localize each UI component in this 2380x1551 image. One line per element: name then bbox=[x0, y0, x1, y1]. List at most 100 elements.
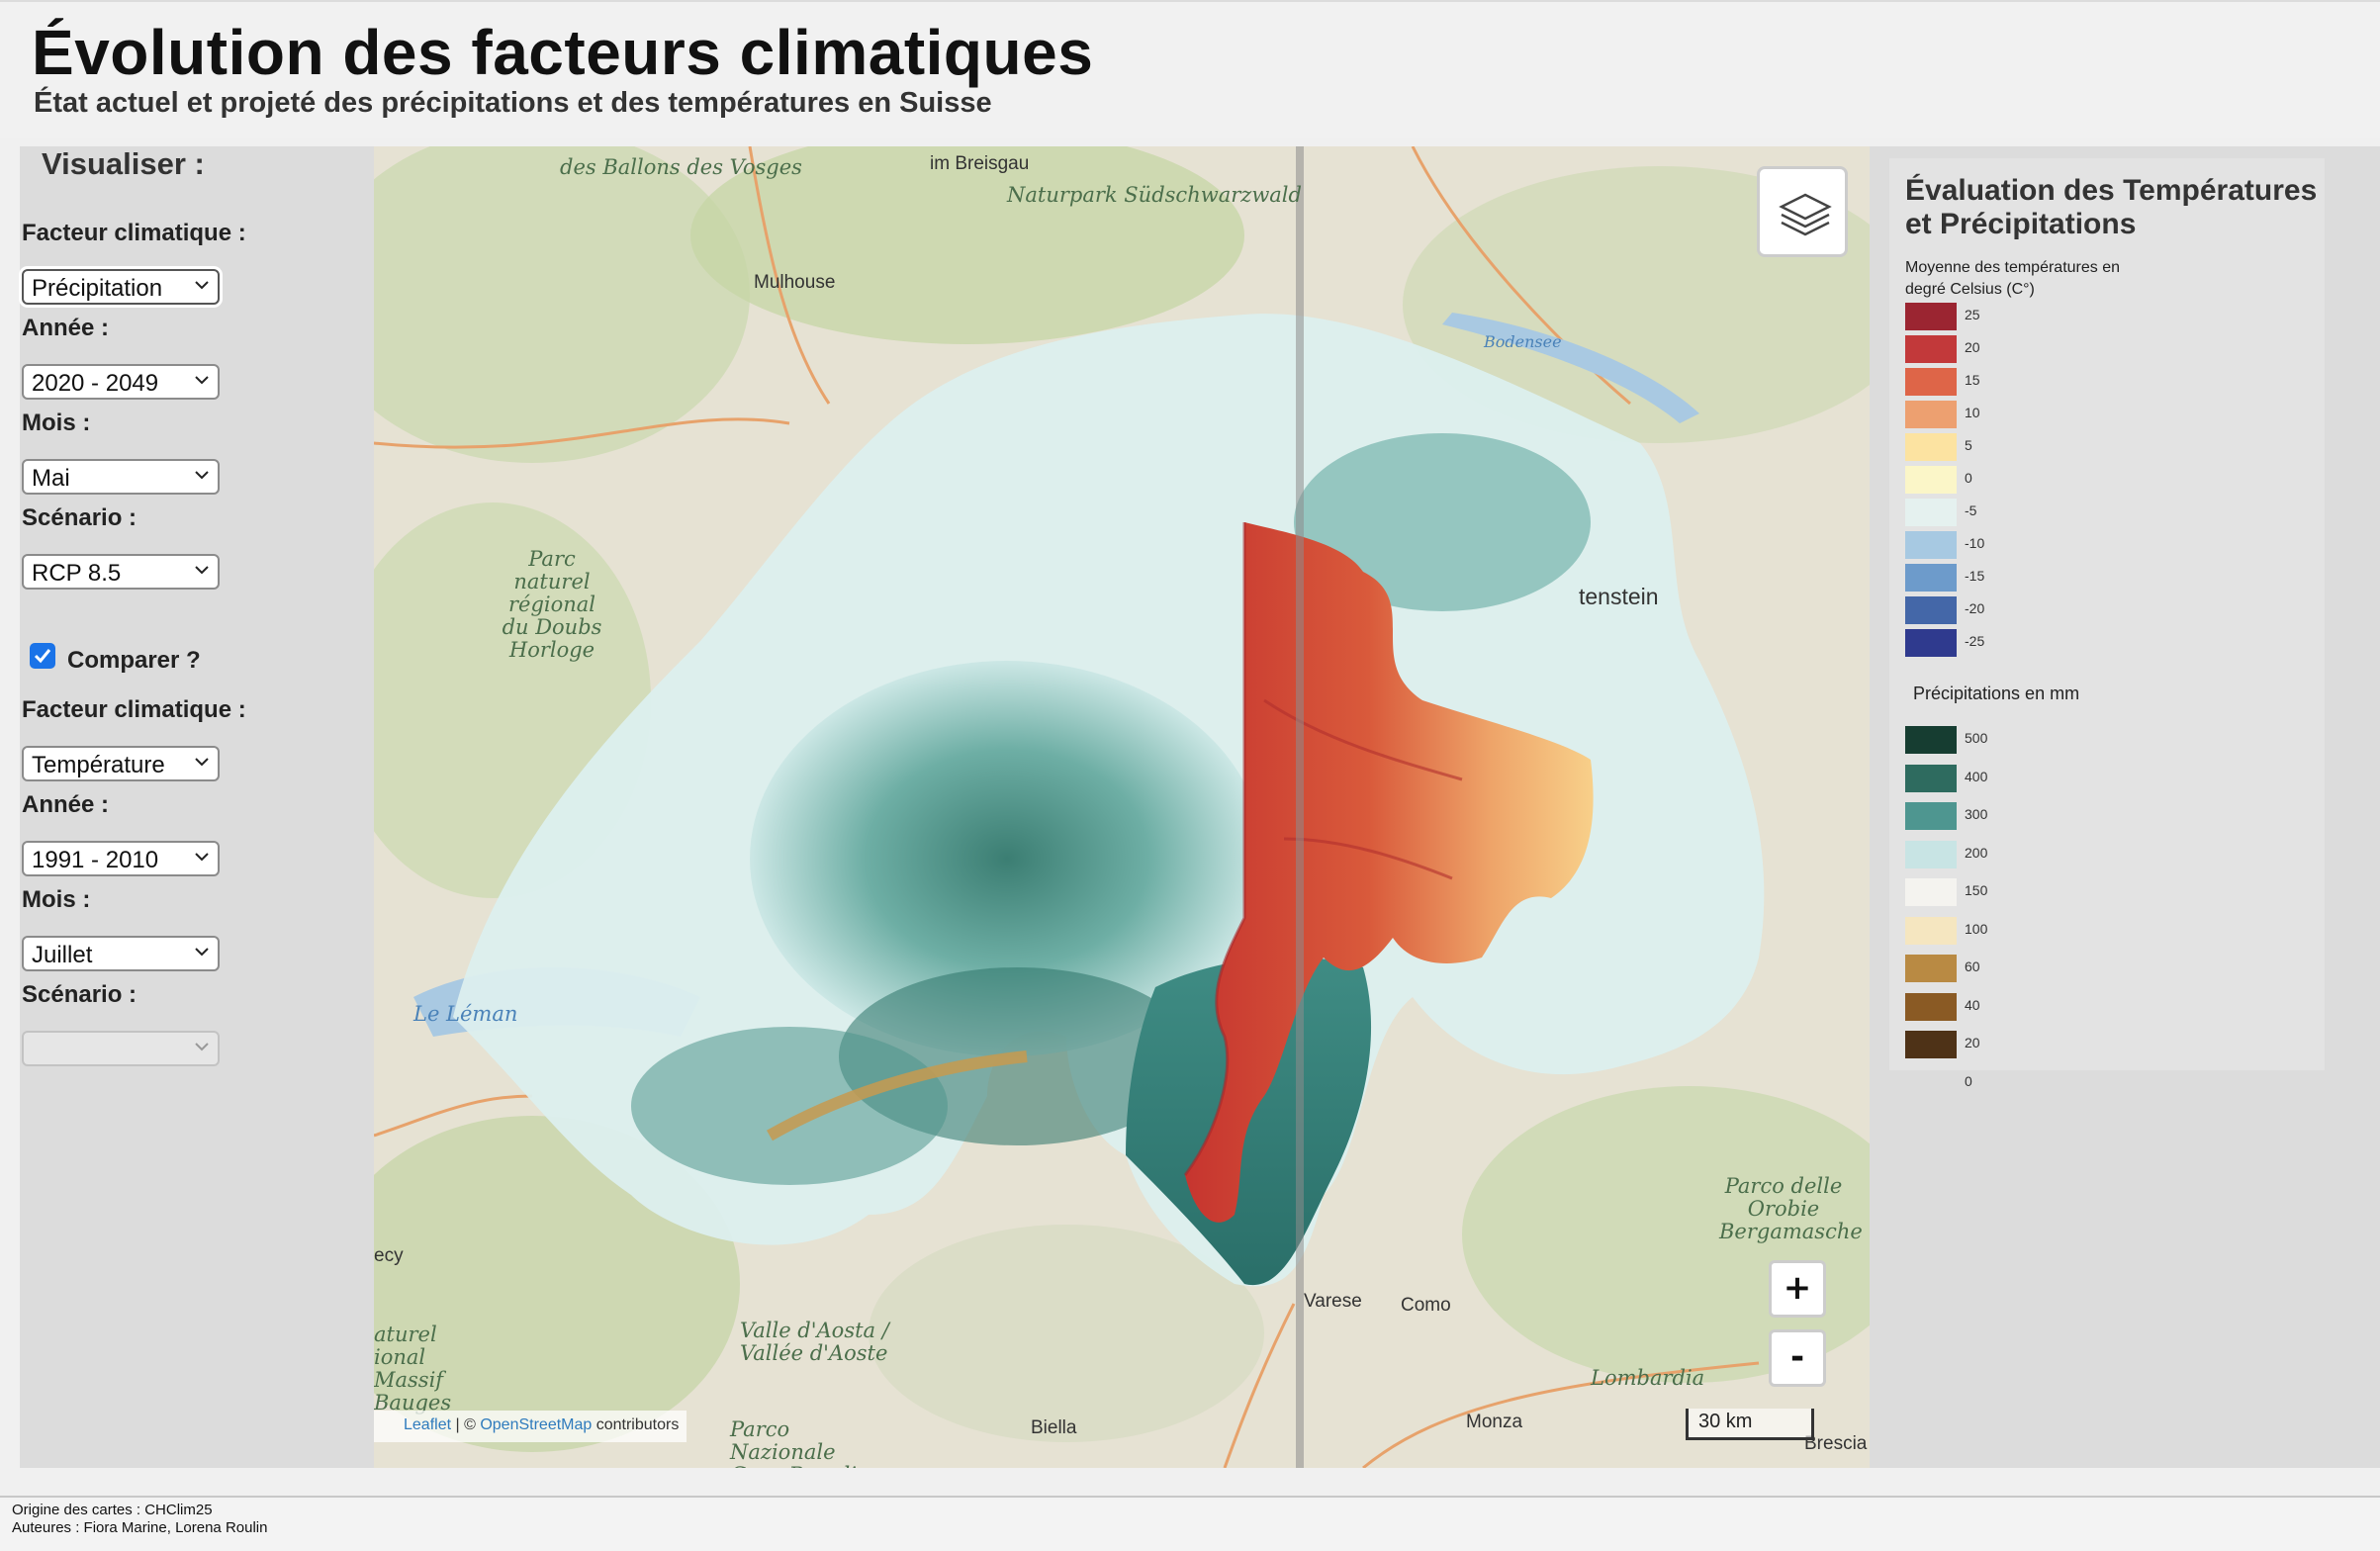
map-label-aosta: Valle d'Aosta / Vallée d'Aoste bbox=[740, 1319, 889, 1365]
compare-factor-value: Température bbox=[32, 752, 165, 778]
precipitation-tick-label: 20 bbox=[1965, 1035, 1980, 1050]
temperature-tick-label: 15 bbox=[1965, 372, 1980, 388]
footer-authors: Auteures : Fiora Marine, Lorena Roulin bbox=[12, 1519, 268, 1536]
attribution-separator: | © bbox=[451, 1416, 481, 1433]
scenario-label: Scénario : bbox=[22, 504, 137, 531]
compare-slider-divider[interactable] bbox=[1296, 146, 1304, 1468]
leaflet-link[interactable]: Leaflet bbox=[404, 1416, 452, 1433]
chevron-down-icon bbox=[195, 853, 209, 862]
control-sidebar: Visualiser : Facteur climatique : Précip… bbox=[20, 146, 374, 1468]
precipitation-tick-label: 200 bbox=[1965, 844, 1988, 861]
temperature-swatch bbox=[1905, 499, 1957, 526]
precipitation-swatch bbox=[1905, 955, 1957, 982]
temperature-swatch bbox=[1905, 335, 1957, 363]
temperature-tick-label: -15 bbox=[1965, 568, 1985, 584]
map-tiles bbox=[374, 146, 1870, 1468]
temperature-swatch bbox=[1905, 596, 1957, 624]
footer-origin: Origine des cartes : CHClim25 bbox=[12, 1502, 213, 1518]
legend-card: Évaluation des Températures et Précipita… bbox=[1889, 158, 2325, 1089]
year-select[interactable]: 2020 - 2049 bbox=[22, 364, 220, 400]
layers-icon bbox=[1779, 193, 1832, 236]
precipitation-swatch bbox=[1905, 840, 1957, 868]
page-header: Évolution des facteurs climatiques État … bbox=[0, 0, 2380, 138]
month-select-value: Mai bbox=[32, 465, 70, 492]
precipitation-swatch bbox=[1905, 878, 1957, 906]
map-label-doubs: Parc naturel régional du Doubs Horloge bbox=[502, 547, 602, 662]
factor-label: Facteur climatique : bbox=[22, 220, 246, 246]
chevron-down-icon bbox=[195, 376, 209, 385]
temperature-swatch bbox=[1905, 433, 1957, 461]
chevron-down-icon bbox=[195, 281, 209, 290]
legend-precipitation-subtitle: Précipitations en mm bbox=[1913, 684, 2080, 703]
map-label-paradiso: Parco Nazionale Gran Paradiso bbox=[730, 1417, 879, 1469]
compare-year-value: 1991 - 2010 bbox=[32, 847, 159, 873]
map-label-breisgau: im Breisgau bbox=[930, 153, 1030, 174]
sidebar-heading: Visualiser : bbox=[42, 146, 205, 181]
legend-panel: Évaluation des Températures et Précipita… bbox=[1870, 146, 2380, 1468]
year-label: Année : bbox=[22, 315, 110, 341]
scenario-select-value: RCP 8.5 bbox=[32, 560, 122, 587]
precipitation-swatch bbox=[1905, 916, 1957, 945]
factor-select-value: Précipitation bbox=[32, 275, 163, 302]
map-label-naturpark: Naturpark Südschwarzwald bbox=[1007, 183, 1302, 207]
compare-checkbox[interactable] bbox=[30, 643, 55, 669]
temperature-swatch bbox=[1905, 401, 1957, 428]
map-view[interactable]: des Ballons des Vosges im Breisgau Natur… bbox=[374, 146, 1870, 1468]
layers-control-button[interactable] bbox=[1757, 166, 1848, 257]
attribution-suffix: contributors bbox=[592, 1416, 680, 1433]
compare-factor-select[interactable]: Température bbox=[22, 746, 220, 781]
map-label-brescia: Brescia bbox=[1804, 1433, 1868, 1454]
map-label-orobie: Parco delle Orobie Bergamasche bbox=[1719, 1174, 1863, 1243]
zoom-in-button[interactable]: + bbox=[1769, 1260, 1826, 1318]
page-title: Évolution des facteurs climatiques bbox=[32, 17, 1094, 88]
year-select-value: 2020 - 2049 bbox=[32, 370, 159, 397]
legend-title: Évaluation des Températures et Précipita… bbox=[1905, 174, 2318, 240]
precipitation-tick-label: 400 bbox=[1965, 768, 1988, 784]
check-icon bbox=[34, 649, 51, 664]
map-label-lombardia: Lombardia bbox=[1591, 1366, 1705, 1390]
page-subtitle: État actuel et projeté des précipitation… bbox=[34, 87, 992, 119]
temperature-swatch bbox=[1905, 564, 1957, 592]
chevron-down-icon bbox=[195, 1043, 209, 1051]
map-label-como: Como bbox=[1401, 1295, 1451, 1316]
temperature-tick-label: -5 bbox=[1965, 502, 1977, 518]
map-label-tenstein: tenstein bbox=[1579, 584, 1659, 609]
precipitation-tick-label: 60 bbox=[1965, 958, 1980, 974]
map-attribution: Leaflet | © OpenStreetMap contributors bbox=[374, 1411, 687, 1442]
precipitation-swatch bbox=[1905, 1031, 1957, 1058]
compare-factor-label: Facteur climatique : bbox=[22, 696, 246, 723]
temperature-tick-label: 25 bbox=[1965, 307, 1980, 322]
map-label-mulhouse: Mulhouse bbox=[754, 272, 836, 293]
map-label-varese: Varese bbox=[1304, 1291, 1362, 1312]
temperature-swatch bbox=[1905, 303, 1957, 330]
compare-month-value: Juillet bbox=[32, 942, 93, 968]
map-label-biella: Biella bbox=[1031, 1417, 1077, 1438]
page-footer: Origine des cartes : CHClim25 Auteures :… bbox=[0, 1496, 2380, 1551]
scenario-select[interactable]: RCP 8.5 bbox=[22, 554, 220, 590]
map-scale-bar: 30 km bbox=[1686, 1409, 1814, 1440]
precipitation-tick-label: 0 bbox=[1965, 1072, 1972, 1089]
temperature-tick-label: -25 bbox=[1965, 633, 1985, 649]
compare-year-label: Année : bbox=[22, 791, 110, 818]
temperature-swatch bbox=[1905, 466, 1957, 494]
temperature-tick-label: 5 bbox=[1965, 437, 1972, 453]
compare-month-select[interactable]: Juillet bbox=[22, 936, 220, 971]
temperature-swatch bbox=[1905, 531, 1957, 559]
osm-link[interactable]: OpenStreetMap bbox=[480, 1416, 593, 1433]
compare-scenario-select[interactable] bbox=[22, 1031, 220, 1066]
temperature-swatch bbox=[1905, 629, 1957, 657]
compare-year-select[interactable]: 1991 - 2010 bbox=[22, 841, 220, 876]
chevron-down-icon bbox=[195, 758, 209, 767]
precipitation-tick-label: 150 bbox=[1965, 882, 1988, 898]
month-select[interactable]: Mai bbox=[22, 459, 220, 495]
compare-scenario-label: Scénario : bbox=[22, 981, 137, 1008]
map-label-massif: aturel ional Massif Bauges bbox=[374, 1323, 452, 1414]
zoom-out-button[interactable]: - bbox=[1769, 1329, 1826, 1387]
compare-month-label: Mois : bbox=[22, 886, 91, 913]
chevron-down-icon bbox=[195, 471, 209, 480]
temperature-tick-label: -20 bbox=[1965, 600, 1985, 616]
factor-select[interactable]: Précipitation bbox=[22, 269, 220, 305]
month-label: Mois : bbox=[22, 410, 91, 436]
map-label-monza: Monza bbox=[1466, 1412, 1523, 1432]
precipitation-swatch bbox=[1905, 764, 1957, 792]
